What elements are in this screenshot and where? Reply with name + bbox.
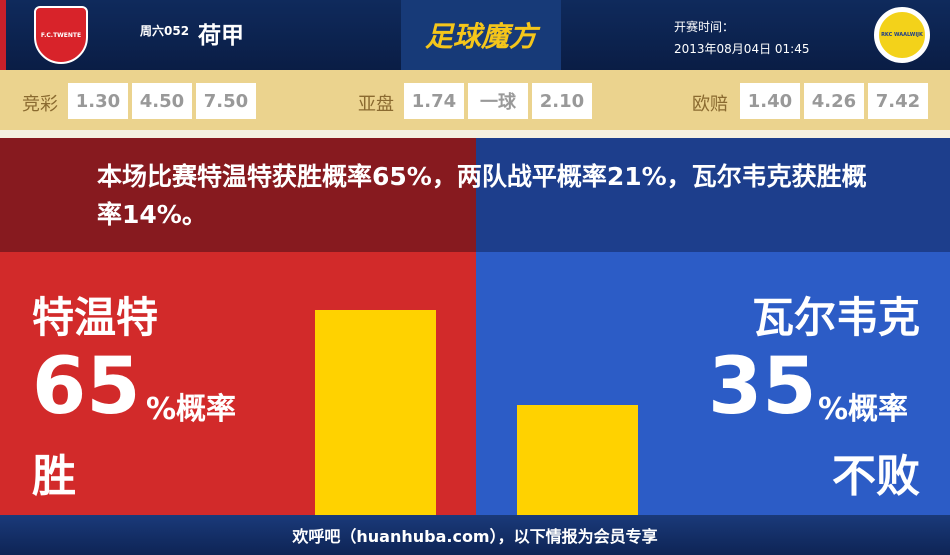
away-percent: 35 <box>708 342 817 432</box>
header: F.C.TWENTE 周六052 荷甲 足球魔方 开赛时间： 2013年08月0… <box>0 0 950 70</box>
odds-bar: 竞彩 1.30 4.50 7.50 亚盘 1.74 一球 2.10 欧赔 1.4… <box>0 70 950 130</box>
footer-notice: 欢呼吧（huanhuba.com），以下情报为会员专享 <box>0 515 950 555</box>
oupei-odd: 1.40 <box>740 83 800 119</box>
home-percent-suffix: %概率 <box>146 392 237 427</box>
summary-text: 本场比赛特温特获胜概率65%，两队战平概率21%，瓦尔韦克获胜概率14%。 <box>97 162 867 229</box>
home-panel: 特温特 65 %概率 胜 <box>0 252 476 515</box>
league-name: 荷甲 <box>198 23 244 49</box>
home-team-name: 特温特 <box>32 293 159 342</box>
yapan-odd: 1.74 <box>404 83 464 119</box>
away-team-name: 瓦尔韦克 <box>751 293 920 342</box>
jingcai-odd: 4.50 <box>132 83 192 119</box>
home-outcome: 胜 <box>32 451 76 502</box>
yapan-handicap: 一球 <box>468 83 528 119</box>
home-percent: 65 <box>32 342 141 432</box>
jingcai-odd: 1.30 <box>68 83 128 119</box>
jingcai-odd: 7.50 <box>196 83 256 119</box>
away-panel: 瓦尔韦克 35 %概率 不败 <box>476 252 950 515</box>
home-team-logo: F.C.TWENTE <box>34 6 88 64</box>
away-team-logo: RKC WAALWIJK <box>874 7 930 63</box>
oupei-label: 欧赔 <box>692 94 728 115</box>
summary-bg-away <box>476 138 950 252</box>
oupei-odd: 4.26 <box>804 83 864 119</box>
jingcai-label: 竞彩 <box>22 94 58 115</box>
match-number: 周六052 <box>140 24 190 38</box>
kickoff-time: 2013年08月04日 01:45 <box>674 42 810 56</box>
away-outcome: 不败 <box>832 451 920 502</box>
summary-bg-home <box>0 138 476 252</box>
divider <box>0 130 950 138</box>
away-probability-bar <box>517 404 638 515</box>
away-percent-suffix: %概率 <box>818 392 909 427</box>
brand-logo: 足球魔方 <box>401 0 561 70</box>
yapan-label: 亚盘 <box>358 94 394 115</box>
kickoff-label: 开赛时间： <box>674 20 735 34</box>
oupei-odd: 7.42 <box>868 83 928 119</box>
home-probability-bar <box>315 310 436 515</box>
yapan-odd: 2.10 <box>532 83 592 119</box>
